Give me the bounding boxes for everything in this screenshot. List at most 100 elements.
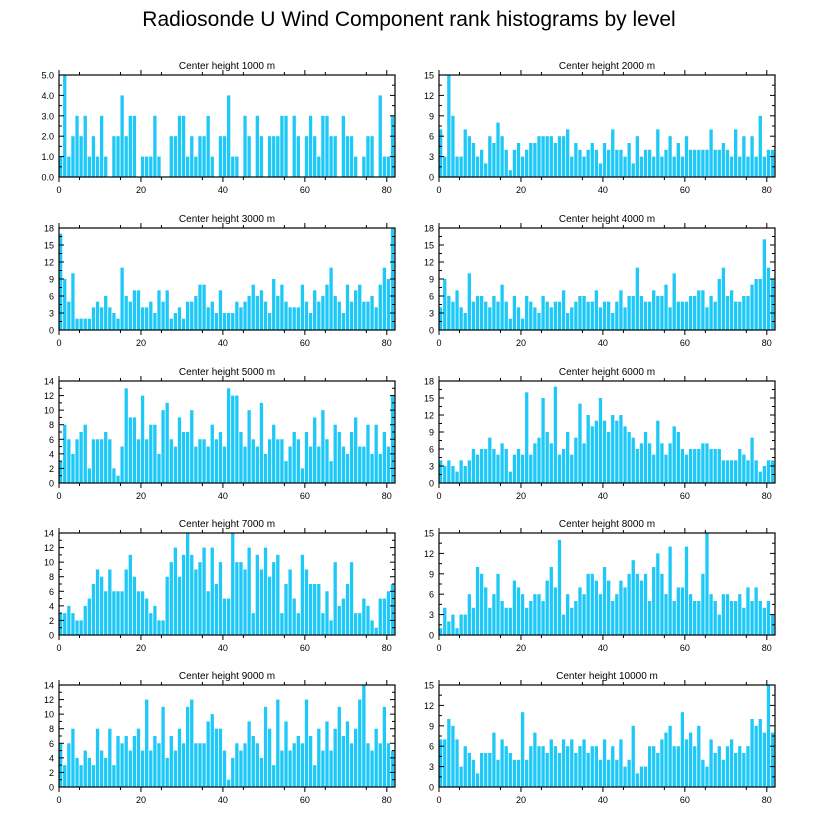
histogram-bar	[627, 143, 631, 177]
y-tick-label: 6	[429, 292, 434, 302]
histogram-bar	[173, 446, 178, 483]
histogram-bar	[762, 732, 767, 787]
histogram-bar	[325, 115, 329, 177]
histogram-bar	[75, 620, 79, 635]
histogram-bar	[574, 301, 578, 330]
histogram-bar	[280, 439, 284, 483]
histogram-bar	[459, 307, 463, 330]
histogram-bar	[304, 136, 309, 177]
histogram-bar	[272, 279, 276, 330]
x-tick-label: 20	[516, 185, 526, 195]
histogram-bar	[443, 739, 447, 787]
histogram-bar	[153, 424, 157, 483]
histogram-bar	[202, 547, 206, 635]
histogram-bar	[83, 605, 87, 635]
histogram-bar	[451, 725, 455, 787]
histogram-bar	[124, 736, 128, 787]
histogram-bar	[214, 439, 219, 483]
histogram-bar	[479, 296, 484, 330]
histogram-bar	[120, 95, 124, 177]
histogram-bar	[631, 296, 635, 330]
histogram-bar	[545, 136, 549, 177]
histogram-bar	[272, 136, 276, 177]
histogram-bar	[709, 449, 713, 483]
histogram-bar	[149, 750, 153, 787]
histogram-bar	[149, 156, 153, 177]
histogram-bar	[190, 136, 194, 177]
histogram-bar	[325, 591, 329, 635]
histogram-bar	[227, 779, 231, 787]
histogram-bar	[255, 446, 259, 483]
histogram-bar	[255, 296, 259, 330]
histogram-bar	[516, 143, 521, 177]
histogram-bar	[475, 567, 480, 635]
histogram-bar	[157, 156, 161, 177]
y-tick-label: 9	[49, 275, 54, 285]
y-tick-label: 2	[49, 464, 54, 474]
histogram-bar	[263, 547, 268, 635]
histogram-bar	[516, 587, 521, 635]
histogram-bar	[533, 143, 537, 177]
histogram-bar	[149, 424, 153, 483]
histogram-bar	[198, 136, 202, 177]
histogram-bar	[590, 143, 594, 177]
histogram-bar	[463, 614, 467, 635]
histogram-panel: Center height 10000 m 0 3 6 9 12 15 0 20 40 60 80	[424, 671, 776, 805]
x-tick-label: 0	[56, 491, 61, 501]
histogram-bar	[259, 136, 264, 177]
histogram-bar	[386, 279, 391, 330]
histogram-bar	[750, 719, 754, 787]
histogram-bar	[67, 743, 71, 787]
histogram-bar	[623, 426, 627, 483]
x-tick-label: 60	[300, 491, 310, 501]
histogram-bar	[492, 449, 496, 483]
histogram-bar	[153, 605, 157, 635]
histogram-bar	[676, 432, 680, 483]
histogram-bar	[545, 580, 549, 635]
histogram-bar	[247, 547, 251, 635]
histogram-bar	[525, 607, 529, 635]
histogram-bar	[239, 750, 243, 787]
histogram-bar	[668, 443, 672, 483]
histogram-bar	[467, 594, 471, 635]
y-tick-label: 0	[429, 783, 434, 793]
histogram-bar	[705, 307, 709, 330]
histogram-bar	[570, 307, 574, 330]
histogram-bar	[370, 620, 374, 635]
y-tick-label: 0	[49, 783, 54, 793]
histogram-bar	[128, 554, 132, 635]
histogram-bar	[222, 136, 227, 177]
histogram-bar	[635, 136, 639, 177]
histogram-bar	[553, 386, 558, 483]
histogram-bar	[607, 759, 611, 787]
histogram-bar	[362, 156, 366, 177]
y-tick-label: 6	[49, 739, 54, 749]
histogram-bar	[272, 765, 276, 787]
histogram-bar	[750, 136, 754, 177]
histogram-bar	[652, 746, 656, 787]
histogram-bar	[210, 424, 214, 483]
x-tick-label: 60	[300, 185, 310, 195]
histogram-bar	[668, 725, 672, 787]
x-tick-label: 40	[598, 185, 608, 195]
y-tick-label: 10	[44, 558, 54, 568]
histogram-bar	[280, 115, 284, 177]
histogram-bar	[186, 533, 190, 635]
histogram-bar	[267, 728, 272, 787]
histogram-bar	[566, 594, 570, 635]
histogram-bar	[627, 759, 631, 787]
histogram-bar	[705, 149, 709, 177]
histogram-bar	[729, 460, 734, 483]
histogram-bar	[202, 743, 206, 787]
histogram-bar	[627, 296, 631, 330]
histogram-bar	[251, 736, 255, 787]
histogram-bar	[455, 156, 459, 177]
histogram-bar	[439, 129, 443, 177]
histogram-panel: Center height 8000 m 0 3 6 9 12 15 0 20 40 60 80	[424, 519, 776, 653]
histogram-bar	[525, 296, 529, 330]
histogram-bar	[770, 149, 775, 177]
histogram-bar	[586, 573, 590, 635]
histogram-bar	[218, 136, 223, 177]
histogram-bar	[557, 753, 562, 787]
histogram-bar	[79, 765, 83, 787]
